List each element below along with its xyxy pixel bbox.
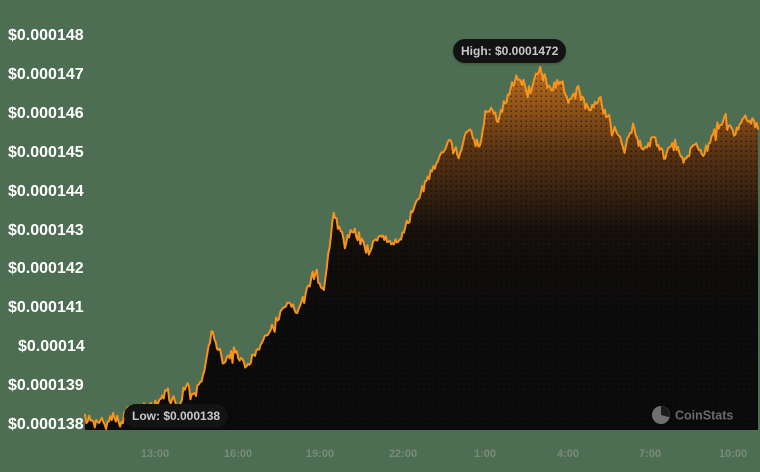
svg-text:CoinStats: CoinStats	[675, 409, 733, 423]
